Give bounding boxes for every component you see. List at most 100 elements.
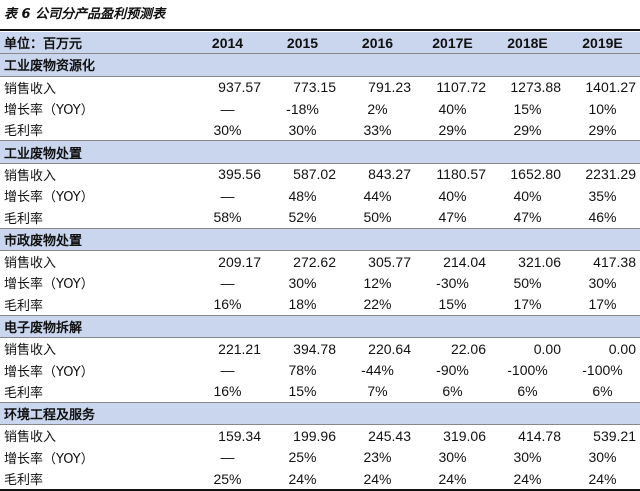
table-cell: 24% xyxy=(415,467,490,491)
table-cell: 305.77 xyxy=(368,253,411,270)
section-title: 工业废物处置 xyxy=(0,140,640,164)
table-cell: 1273.88 xyxy=(510,79,561,96)
table-cell: 44% xyxy=(363,187,392,204)
table-cell: 394.78 xyxy=(293,340,336,357)
table-cell: -90% xyxy=(436,362,469,379)
table-cell: 52% xyxy=(288,209,317,226)
table-cell: 1652.80 xyxy=(510,166,561,183)
table-cell: 30% xyxy=(213,121,242,138)
table-cell: 321.06 xyxy=(518,253,561,270)
table-cell: 47% xyxy=(438,209,467,226)
table-cell: 24% xyxy=(265,467,340,491)
table-row: 增长率（YOY） — 25% 23% 30% 30% 30% xyxy=(0,447,640,468)
section-title: 工业废物资源化 xyxy=(0,53,640,77)
table-cell: — xyxy=(220,362,235,379)
table-cell: 395.56 xyxy=(218,166,261,183)
row-label: 销售收入 xyxy=(4,168,57,184)
table-cell: 22.06 xyxy=(450,340,486,357)
table-cell: 25% xyxy=(288,449,317,466)
table-cell: 29% xyxy=(513,121,542,138)
row-label: 销售收入 xyxy=(4,430,57,446)
row-label: 毛利率 xyxy=(4,298,44,314)
table-row: 销售收入 395.56 587.02 843.27 1180.57 1652.80 2231… xyxy=(0,163,640,185)
table-row: 毛利率 16% 15% 7% 6% 6% 6% xyxy=(0,381,640,403)
table-cell: -44% xyxy=(361,362,394,379)
table-cell: 22% xyxy=(363,296,392,313)
header-year: 2014 xyxy=(190,32,265,55)
table-cell: 272.62 xyxy=(293,253,336,270)
table-cell: 245.43 xyxy=(368,427,411,444)
table-cell: 46% xyxy=(588,209,617,226)
table-row: 毛利率 30% 30% 33% 29% 29% 29% xyxy=(0,119,640,141)
table-cell: 199.96 xyxy=(293,427,336,444)
row-label: 毛利率 xyxy=(4,211,44,227)
section-title: 环境工程及服务 xyxy=(0,402,640,426)
table-row: 毛利率 58% 52% 50% 47% 47% 46% xyxy=(0,206,640,228)
table-cell: 58% xyxy=(213,209,242,226)
table-cell: 937.57 xyxy=(218,79,261,96)
table-cell: 209.17 xyxy=(218,253,261,270)
table-cell: 1180.57 xyxy=(436,166,486,183)
table-cell: 30% xyxy=(438,449,467,466)
table-cell: 29% xyxy=(588,121,617,138)
row-label: 毛利率 xyxy=(4,124,44,140)
table-row: 增长率（YOY） — 78% -44% -90% -100% -100% xyxy=(0,359,640,380)
section-row: 市政废物处置 xyxy=(0,227,640,251)
section-title: 市政废物处置 xyxy=(0,227,640,251)
row-label: 增长率（YOY） xyxy=(4,190,94,206)
table-cell: 40% xyxy=(438,100,467,117)
row-label: 销售收入 xyxy=(4,81,57,97)
table-cell: 78% xyxy=(288,362,317,379)
table-cell: 587.02 xyxy=(293,166,336,183)
header-year: 2018E xyxy=(490,32,565,55)
table-cell: 0.00 xyxy=(533,340,561,357)
section-row: 环境工程及服务 xyxy=(0,402,640,426)
table-cell: 47% xyxy=(513,209,542,226)
table-cell: 30% xyxy=(588,274,617,291)
row-label: 毛利率 xyxy=(4,385,44,401)
table-cell: -100% xyxy=(582,362,623,379)
table-cell: 18% xyxy=(288,296,317,313)
table-cell: 25% xyxy=(190,467,265,491)
table-cell: 221.21 xyxy=(218,340,261,357)
header-row: 单位：百万元 2014 2015 2016 2017E 2018E 2019E xyxy=(0,32,640,55)
table-cell: 417.38 xyxy=(593,253,636,270)
table-cell: 159.34 xyxy=(218,427,261,444)
table-cell: 843.27 xyxy=(368,166,411,183)
row-label: 增长率（YOY） xyxy=(4,451,94,467)
table-cell: 16% xyxy=(213,383,242,400)
table-cell: 29% xyxy=(438,121,467,138)
table-row: 销售收入 221.21 394.78 220.64 22.06 0.00 0.00 xyxy=(0,338,640,360)
table-row: 增长率（YOY） — 48% 44% 40% 40% 35% xyxy=(0,185,640,206)
table-cell: 24% xyxy=(565,467,640,491)
table-row: 增长率（YOY） — -18% 2% 40% 15% 10% xyxy=(0,98,640,119)
table-row: 销售收入 159.34 199.96 245.43 319.06 414.78 539.21 xyxy=(0,425,640,447)
header-year: 2019E xyxy=(565,32,640,55)
table-cell: 1401.27 xyxy=(585,79,636,96)
section-title: 电子废物拆解 xyxy=(0,314,640,339)
table-cell: 10% xyxy=(588,100,617,117)
table-cell: — xyxy=(220,100,235,117)
table-title: 表 6 公司分产品盈利预测表 xyxy=(4,7,166,22)
table-cell: 17% xyxy=(513,296,542,313)
table-cell: 6% xyxy=(592,383,613,400)
table-cell: 48% xyxy=(288,187,317,204)
row-label: 销售收入 xyxy=(4,256,57,272)
table-cell: 40% xyxy=(438,187,467,204)
table-cell: 319.06 xyxy=(443,427,486,444)
table-cell: 2231.29 xyxy=(585,166,636,183)
table-cell: — xyxy=(220,449,235,466)
table-cell: 24% xyxy=(340,467,415,491)
table-cell: 15% xyxy=(438,296,467,313)
table-cell: 17% xyxy=(588,296,617,313)
section-row: 工业废物资源化 xyxy=(0,53,640,77)
row-label: 增长率（YOY） xyxy=(4,103,94,119)
header-year: 2017E xyxy=(415,32,490,55)
table-cell: 24% xyxy=(490,467,565,491)
table-cell: 12% xyxy=(363,274,392,291)
table-cell: 791.23 xyxy=(368,79,411,96)
table-cell: 773.15 xyxy=(293,79,336,96)
table-row: 毛利率 25% 24% 24% 24% 24% 24% xyxy=(0,467,640,491)
table-cell: 2% xyxy=(367,100,388,117)
title-divider xyxy=(0,29,640,31)
